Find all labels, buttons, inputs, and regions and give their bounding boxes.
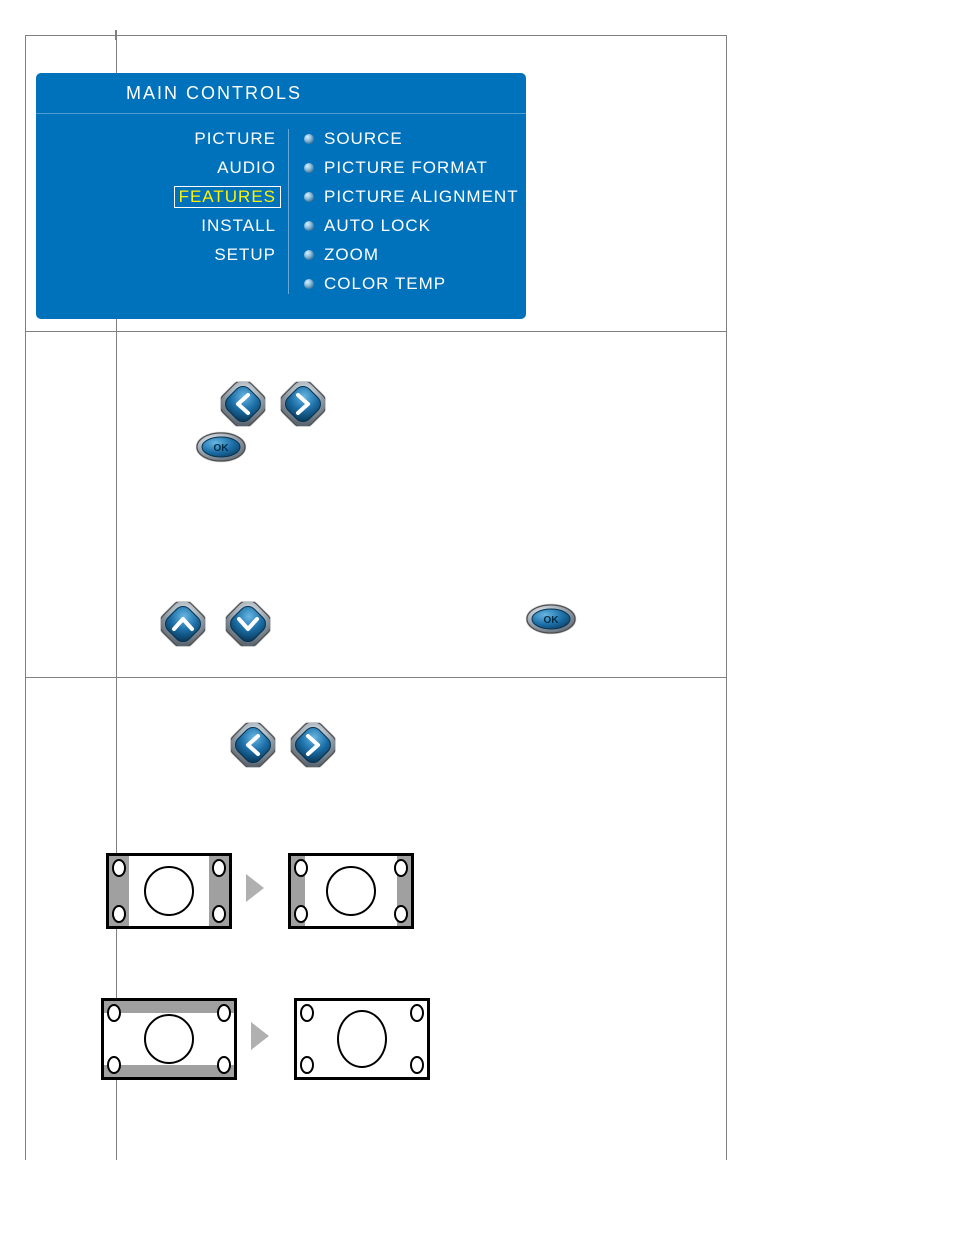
nav-down-button[interactable] [226, 602, 270, 646]
bullet-icon [304, 163, 314, 173]
corner-marker [300, 1056, 314, 1074]
osd-submenu-item[interactable]: COLOR TEMP [304, 274, 526, 294]
osd-submenu-label: PICTURE FORMAT [324, 158, 488, 178]
row-aspect-diagrams [26, 677, 726, 1160]
corner-marker [300, 1004, 314, 1022]
osd-menu-item[interactable]: AUDIO [217, 158, 276, 178]
bullet-icon [304, 250, 314, 260]
row-aspect-leftcell [26, 678, 117, 1160]
corner-marker [107, 1056, 121, 1074]
osd-menu: MAIN CONTROLS PICTURE AUDIO FEATURES INSTAL… [36, 73, 526, 319]
corner-marker [294, 859, 308, 877]
ok-button[interactable]: OK [196, 432, 246, 462]
corner-marker [112, 859, 126, 877]
ok-button-2[interactable]: OK [526, 604, 576, 634]
corner-marker [410, 1056, 424, 1074]
svg-text:OK: OK [214, 443, 230, 454]
nav-left-button-2[interactable] [231, 723, 275, 767]
corner-marker [212, 859, 226, 877]
osd-submenu-label: COLOR TEMP [324, 274, 446, 294]
osd-submenu-item[interactable]: PICTURE ALIGNMENT [304, 187, 526, 207]
corner-marker [212, 905, 226, 923]
row-nav-buttons: OK [26, 331, 726, 677]
corner-marker [107, 1004, 121, 1022]
corner-marker [112, 905, 126, 923]
letterbox-bar-top [104, 1001, 234, 1013]
nav-up-button[interactable] [161, 602, 205, 646]
circle-icon [326, 866, 376, 916]
osd-submenu-item[interactable]: PICTURE FORMAT [304, 158, 526, 178]
aspect-pillarbox-after [288, 853, 414, 929]
page: MAIN CONTROLS PICTURE AUDIO FEATURES INSTAL… [0, 0, 954, 1235]
row-osd: MAIN CONTROLS PICTURE AUDIO FEATURES INSTAL… [26, 35, 726, 331]
osd-submenu-label: ZOOM [324, 245, 379, 265]
osd-left-column: PICTURE AUDIO FEATURES INSTALL SETUP [36, 129, 289, 294]
osd-body: PICTURE AUDIO FEATURES INSTALL SETUP SOURCE P… [36, 114, 526, 319]
corner-marker [217, 1056, 231, 1074]
nav-right-button-2[interactable] [291, 723, 335, 767]
bullet-icon [304, 134, 314, 144]
osd-submenu-item[interactable]: ZOOM [304, 245, 526, 265]
osd-submenu-label: AUTO LOCK [324, 216, 431, 236]
aspect-letterbox-after [294, 998, 430, 1080]
osd-menu-item[interactable]: FEATURES [174, 186, 281, 208]
bullet-icon [304, 279, 314, 289]
circle-icon [144, 866, 194, 916]
corner-marker [394, 905, 408, 923]
osd-right-column: SOURCE PICTURE FORMAT PICTURE ALIGNMENT AUT… [289, 129, 526, 294]
corner-marker [410, 1004, 424, 1022]
doc-table: MAIN CONTROLS PICTURE AUDIO FEATURES INSTAL… [25, 35, 727, 1160]
letterbox-bar-bottom [104, 1065, 234, 1077]
osd-submenu-item[interactable]: AUTO LOCK [304, 216, 526, 236]
nav-left-button[interactable] [221, 382, 265, 426]
osd-menu-item[interactable]: SETUP [214, 245, 276, 265]
osd-submenu-label: PICTURE ALIGNMENT [324, 187, 519, 207]
aspect-letterbox-before [101, 998, 237, 1080]
svg-text:OK: OK [544, 615, 560, 626]
bullet-icon [304, 221, 314, 231]
nav-right-button[interactable] [281, 382, 325, 426]
arrow-right-icon [251, 1022, 269, 1050]
osd-title: MAIN CONTROLS [36, 73, 526, 114]
corner-marker [294, 905, 308, 923]
arrow-right-icon [246, 874, 264, 902]
row-nav-leftcell [26, 332, 117, 677]
aspect-pillarbox-before [106, 853, 232, 929]
circle-icon [337, 1010, 387, 1068]
corner-marker [217, 1004, 231, 1022]
osd-menu-item[interactable]: INSTALL [201, 216, 276, 236]
circle-icon [144, 1014, 194, 1064]
bullet-icon [304, 192, 314, 202]
osd-submenu-item[interactable]: SOURCE [304, 129, 526, 149]
corner-marker [394, 859, 408, 877]
osd-menu-item[interactable]: PICTURE [194, 129, 276, 149]
osd-submenu-label: SOURCE [324, 129, 403, 149]
